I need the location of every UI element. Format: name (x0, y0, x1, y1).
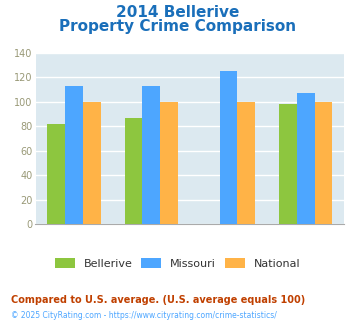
Bar (279, 104, 297, 224)
Bar (220, 71, 237, 224)
Text: Compared to U.S. average. (U.S. average equals 100): Compared to U.S. average. (U.S. average … (11, 295, 305, 305)
Bar (315, 102, 332, 224)
Text: Property Crime Comparison: Property Crime Comparison (59, 19, 296, 34)
Bar (65, 86, 83, 224)
Bar (237, 102, 255, 224)
Bar (48, 124, 65, 224)
Bar (83, 102, 101, 224)
Bar (142, 86, 160, 224)
Bar (160, 102, 178, 224)
Text: © 2025 CityRating.com - https://www.cityrating.com/crime-statistics/: © 2025 CityRating.com - https://www.city… (11, 311, 277, 320)
Bar (297, 93, 315, 224)
Legend: Bellerive, Missouri, National: Bellerive, Missouri, National (50, 254, 305, 273)
Bar (125, 118, 142, 224)
Text: 2014 Bellerive: 2014 Bellerive (116, 5, 239, 20)
